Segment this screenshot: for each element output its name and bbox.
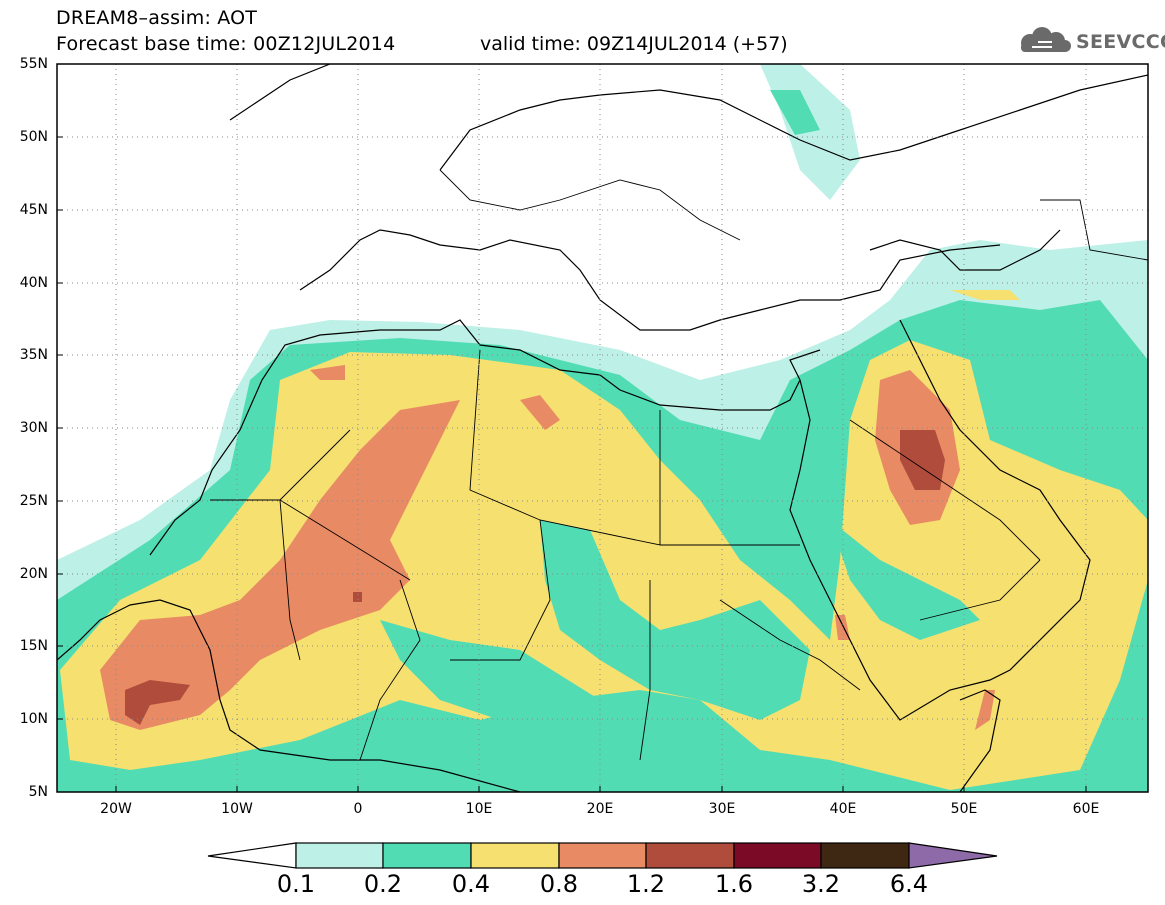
lat-label: 15N <box>19 638 48 654</box>
lat-label: 30N <box>19 420 48 436</box>
colorbar-label: 3.2 <box>801 870 841 898</box>
country-borders <box>210 169 1148 761</box>
forecast-base-time: Forecast base time: 00Z12JUL2014 <box>56 33 396 55</box>
lon-label: 40E <box>829 801 857 817</box>
aot-contour-0.4 <box>60 290 1148 790</box>
colorbar-label: 0.8 <box>539 870 579 898</box>
colorbar-box-3.2 <box>820 842 910 869</box>
aot-contour-0.8 <box>100 365 995 730</box>
colorbar-label: 1.2 <box>626 870 666 898</box>
lat-label: 10N <box>19 711 48 727</box>
seevccc-logo <box>1021 27 1071 52</box>
colorbar-label: 1.6 <box>714 870 754 898</box>
lon-label: 50E <box>950 801 978 817</box>
lon-label: 20E <box>586 801 614 817</box>
lat-label: 40N <box>19 275 48 291</box>
colorbar-box-0.2 <box>382 842 472 869</box>
cloud-icon <box>1021 27 1071 52</box>
colorbar-box-1.6 <box>733 842 822 869</box>
lon-label: 30E <box>708 801 736 817</box>
colorbar-over-arrow <box>908 842 998 869</box>
lon-label: 10W <box>221 801 253 817</box>
grid-lines <box>57 64 1148 792</box>
lat-label: 55N <box>19 56 48 72</box>
colorbar-box-0.4 <box>470 842 560 869</box>
lon-label: 20W <box>100 801 132 817</box>
colorbar-label: 0.2 <box>363 870 403 898</box>
colorbar-label: 6.4 <box>889 870 929 898</box>
logo-text: SEEVCCC <box>1076 31 1165 53</box>
colorbar-box-0.1 <box>295 842 384 869</box>
lon-label: 0 <box>353 801 363 817</box>
aot-contour-0.2-inner <box>380 520 980 720</box>
lat-label: 25N <box>19 493 48 509</box>
colorbar <box>207 842 998 869</box>
lon-label: 60E <box>1072 801 1100 817</box>
map-title: DREAM8–assim: AOT <box>56 7 258 29</box>
lat-label: 20N <box>19 566 48 582</box>
valid-time: valid time: 09Z14JUL2014 (+57) <box>480 33 788 55</box>
lat-label: 5N <box>28 784 48 800</box>
lat-label: 35N <box>19 347 48 363</box>
lat-label: 50N <box>19 129 48 145</box>
lon-label: 10E <box>465 801 493 817</box>
lat-label: 45N <box>19 202 48 218</box>
colorbar-under-arrow <box>207 842 297 869</box>
colorbar-label: 0.1 <box>276 870 316 898</box>
colorbar-box-1.2 <box>645 842 735 869</box>
colorbar-label: 0.4 <box>451 870 491 898</box>
colorbar-box-0.8 <box>558 842 647 869</box>
axis-ticks <box>57 63 1087 792</box>
